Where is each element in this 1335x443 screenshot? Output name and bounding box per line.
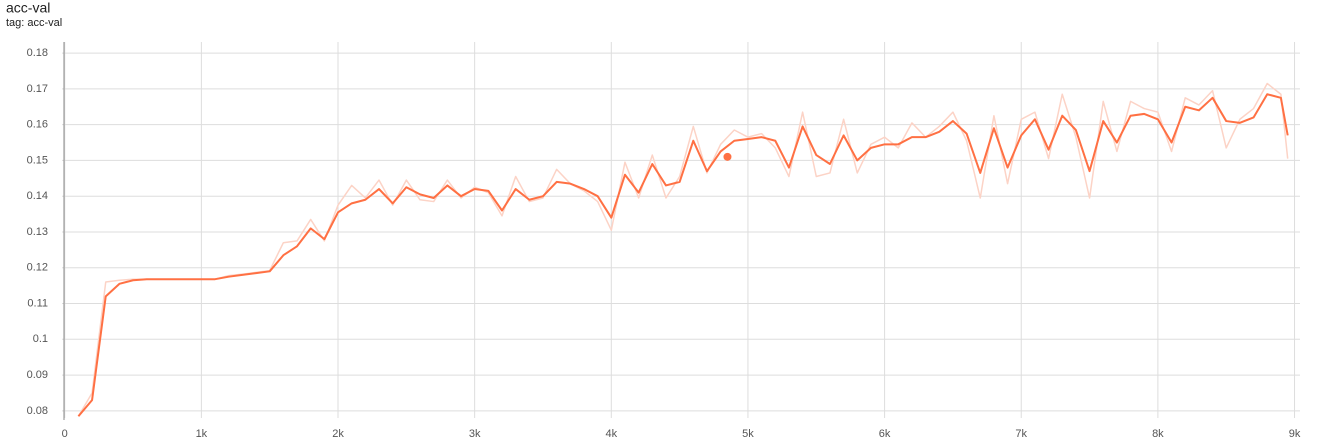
x-tick-label: 6k xyxy=(879,428,891,440)
x-tick-label: 9k xyxy=(1289,428,1301,440)
y-tick-label: 0.11 xyxy=(27,297,48,309)
y-tick-label: 0.08 xyxy=(27,405,48,417)
chart-subtitle: tag: acc-val xyxy=(6,17,62,29)
x-tick-label: 7k xyxy=(1015,428,1027,440)
y-tick-label: 0.17 xyxy=(27,83,48,95)
x-tick-label: 4k xyxy=(605,428,617,440)
x-tick-label: 5k xyxy=(742,428,754,440)
y-tick-label: 0.1 xyxy=(33,333,48,345)
x-tick-label: 8k xyxy=(1152,428,1164,440)
x-tick-label: 0 xyxy=(62,428,68,440)
y-tick-label: 0.14 xyxy=(27,190,48,202)
x-tick-label: 2k xyxy=(332,428,344,440)
y-tick-label: 0.09 xyxy=(27,369,48,381)
y-tick-label: 0.16 xyxy=(27,119,48,131)
x-tick-label: 1k xyxy=(196,428,208,440)
y-tick-label: 0.18 xyxy=(27,47,48,59)
line xyxy=(77,93,1289,417)
x-tick-label: 3k xyxy=(469,428,481,440)
y-tick-label: 0.13 xyxy=(27,226,48,238)
y-tick-label: 0.12 xyxy=(27,262,48,274)
hover-point xyxy=(723,152,732,161)
chart-title: acc-val xyxy=(6,0,50,16)
y-tick-label: 0.15 xyxy=(27,154,48,166)
line xyxy=(77,82,1289,417)
